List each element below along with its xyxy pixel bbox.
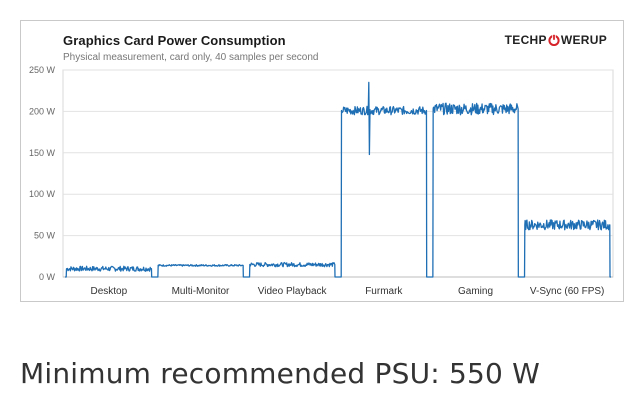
x-category-label: Furmark [365, 286, 403, 297]
y-tick-label: 250 W [29, 65, 56, 75]
y-tick-label: 100 W [29, 189, 56, 199]
psu-recommendation: Minimum recommended PSU: 550 W [20, 357, 541, 390]
techpowerup-logo: TECHP WERUP [505, 33, 607, 47]
chart-container: Graphics Card Power Consumption Physical… [20, 20, 624, 302]
logo-text-right: WERUP [560, 33, 607, 47]
logo-text-left: TECHP [504, 33, 547, 47]
chart-title: Graphics Card Power Consumption [63, 33, 286, 48]
plot-area: 0 W 50 W 100 W 150 W 200 W 250 W Desktop Multi-… [29, 65, 614, 297]
plot-background [62, 69, 614, 278]
y-tick-label: 150 W [29, 148, 56, 158]
chart-subtitle: Physical measurement, card only, 40 samp… [63, 52, 319, 63]
x-category-label: Gaming [458, 286, 493, 297]
x-category-label: Multi-Monitor [172, 286, 230, 297]
x-category-label: V-Sync (60 FPS) [530, 286, 604, 297]
y-tick-label: 50 W [34, 231, 56, 241]
power-series-line [65, 81, 611, 278]
x-category-label: Desktop [90, 286, 127, 297]
y-tick-label: 0 W [39, 272, 56, 282]
x-category-label: Video Playback [258, 286, 328, 297]
y-tick-label: 200 W [29, 106, 56, 116]
power-icon [548, 34, 560, 46]
